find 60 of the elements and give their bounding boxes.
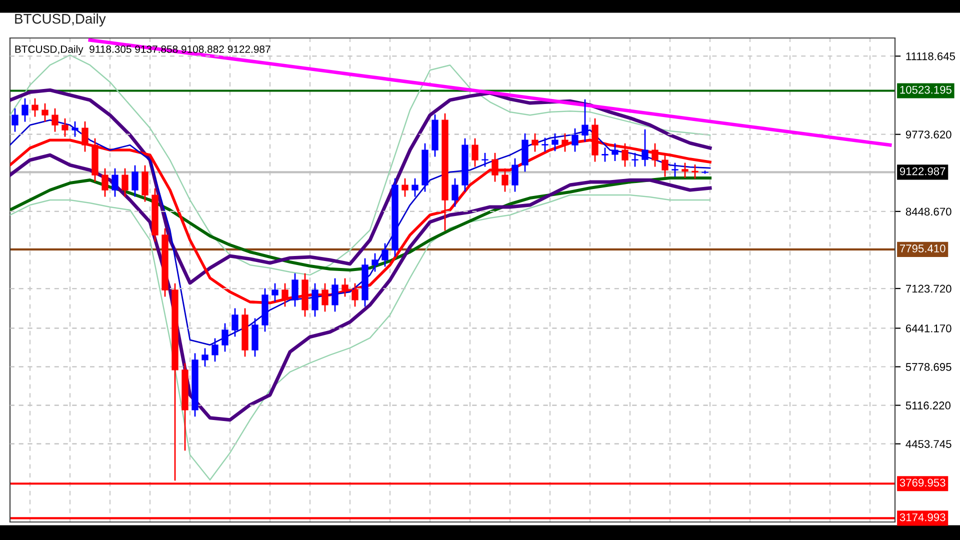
candlestick [642, 129, 648, 166]
candlestick [552, 133, 558, 152]
candlestick [452, 178, 458, 207]
y-tick-label: 4453.745 [906, 440, 952, 448]
candlestick [222, 323, 228, 352]
candlestick [132, 165, 138, 197]
y-tick-label: 11118.645 [906, 52, 956, 60]
candlestick [72, 121, 78, 137]
y-tick-label: 5778.695 [906, 363, 952, 371]
candlestick [602, 148, 608, 162]
candlestick [42, 103, 48, 122]
candlestick [292, 273, 298, 307]
candlestick [652, 143, 658, 167]
y-tick-label: 9773.620 [906, 130, 952, 138]
candlestick [612, 143, 618, 162]
ref-line-label: 10523.195 [900, 86, 952, 94]
candlestick [202, 348, 208, 367]
candlestick [542, 138, 548, 152]
y-tick-label: 6441.170 [906, 324, 952, 332]
ref-line-label: 3769.953 [900, 478, 946, 487]
candlestick [512, 158, 518, 192]
candlestick [662, 153, 668, 177]
candlestick [682, 162, 688, 178]
chart-title: BTCUSD,Daily [15, 14, 106, 26]
candlestick [122, 168, 128, 197]
candlestick [402, 178, 408, 197]
ref-line-label: 7795.410 [900, 244, 946, 252]
candlestick [412, 178, 418, 197]
candlestick [12, 108, 18, 132]
candlestick [342, 278, 348, 297]
y-tick-label: 7123.720 [906, 284, 952, 293]
candlestick [102, 168, 108, 197]
y-tick-label: 5116.220 [906, 402, 951, 410]
candlestick [622, 143, 628, 167]
candlestick [332, 278, 338, 312]
candlestick [482, 152, 488, 167]
candlestick [142, 165, 148, 202]
candlestick [502, 168, 508, 192]
ref-line-label: 9122.987 [900, 167, 946, 176]
candlestick [372, 253, 378, 272]
candlestick [572, 128, 578, 152]
candlestick [672, 162, 678, 177]
candlestick [52, 108, 58, 132]
candlestick [272, 283, 278, 302]
candlestick [112, 168, 118, 197]
y-tick-label: 8448.670 [906, 208, 952, 216]
candlestick [312, 283, 318, 317]
candlestick [582, 99, 588, 142]
candlestick [212, 338, 218, 362]
candlestick [472, 138, 478, 167]
candlestick [492, 152, 498, 182]
candlestick [22, 98, 28, 122]
ref-line-label: 3174.993 [900, 513, 946, 522]
candlestick [382, 243, 388, 267]
line-series [88, 38, 892, 147]
candlestick [232, 308, 238, 337]
candlestick [32, 98, 38, 117]
candlestick [692, 164, 698, 179]
candlestick [532, 133, 538, 152]
candlestick [632, 152, 638, 167]
